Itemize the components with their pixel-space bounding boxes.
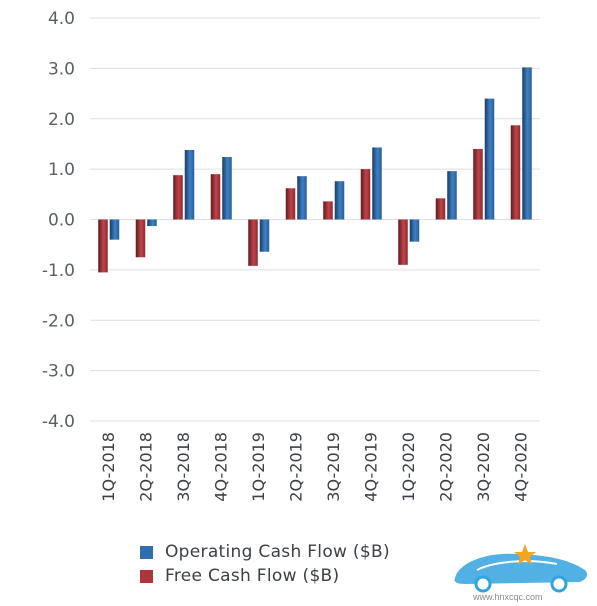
bar-operating-cash-flow-1Q-2018	[109, 219, 120, 240]
bar-free-cash-flow-4Q-2020	[510, 125, 521, 220]
x-tick-label: 4Q-2020	[511, 432, 530, 502]
bar-free-cash-flow-3Q-2020	[473, 148, 483, 220]
bar-free-cash-flow-2Q-2019	[285, 188, 296, 220]
bar-operating-cash-flow-3Q-2020	[484, 98, 495, 220]
bar-operating-cash-flow-2Q-2020	[447, 171, 457, 220]
bar-operating-cash-flow-4Q-2018	[222, 157, 232, 220]
bar-free-cash-flow-1Q-2018	[98, 219, 108, 273]
legend-swatch-free	[140, 569, 153, 583]
x-tick-label: 4Q-2018	[211, 432, 230, 502]
legend-label-operating: Operating Cash Flow ($B)	[165, 542, 390, 562]
bar-operating-cash-flow-4Q-2019	[372, 147, 382, 220]
bars	[98, 67, 532, 273]
y-tick-label: 0.0	[48, 211, 75, 231]
y-axis: 4.0 3.0 2.0 1.0 0.0 -1.0 -2.0 -3.0 -4.0	[42, 9, 75, 432]
x-tick-label: 2Q-2020	[436, 432, 455, 502]
bar-operating-cash-flow-3Q-2018	[184, 149, 195, 220]
bar-free-cash-flow-1Q-2020	[398, 219, 408, 265]
watermark-logo: www.hnxcqc.com	[454, 544, 587, 602]
y-tick-label: -1.0	[42, 261, 75, 281]
cash-flow-bar-chart: 4.0 3.0 2.0 1.0 0.0 -1.0 -2.0 -3.0 -4.0 1Q-2018 2…	[42, 9, 540, 502]
y-tick-label: 3.0	[48, 59, 75, 79]
bar-free-cash-flow-3Q-2019	[323, 201, 333, 220]
car-silhouette-icon	[454, 553, 587, 584]
x-tick-label: 3Q-2019	[324, 432, 343, 502]
bar-free-cash-flow-4Q-2018	[210, 174, 221, 220]
wheel-icon	[474, 575, 492, 593]
y-tick-label: -3.0	[42, 362, 75, 382]
x-tick-label: 1Q-2018	[99, 432, 118, 502]
bar-operating-cash-flow-2Q-2019	[297, 176, 307, 220]
legend-swatch-operating	[140, 545, 153, 559]
bar-operating-cash-flow-1Q-2019	[259, 219, 270, 252]
bar-free-cash-flow-1Q-2019	[248, 219, 258, 266]
bar-operating-cash-flow-4Q-2020	[522, 67, 532, 220]
bar-operating-cash-flow-2Q-2018	[147, 219, 157, 227]
star-icon	[514, 544, 536, 565]
legend-item-free: Free Cash Flow ($B)	[140, 564, 390, 588]
y-tick-label: 4.0	[48, 9, 75, 29]
x-axis: 1Q-2018 2Q-2018 3Q-2018 4Q-2018 1Q-2019 2Q-20…	[99, 432, 531, 502]
legend-item-operating: Operating Cash Flow ($B)	[140, 540, 390, 564]
y-tick-label: 1.0	[48, 160, 75, 180]
bar-free-cash-flow-3Q-2018	[173, 175, 183, 220]
bar-operating-cash-flow-3Q-2019	[334, 181, 345, 220]
bar-free-cash-flow-2Q-2018	[135, 219, 146, 258]
x-tick-label: 3Q-2020	[474, 432, 493, 502]
x-tick-label: 2Q-2018	[136, 432, 155, 502]
x-tick-label: 1Q-2019	[249, 432, 268, 502]
legend: Operating Cash Flow ($B) Free Cash Flow …	[140, 540, 390, 588]
wheel-icon	[550, 575, 568, 593]
watermark-url: www.hnxcqc.com	[472, 592, 543, 602]
x-tick-label: 2Q-2019	[286, 432, 305, 502]
y-tick-label: -4.0	[42, 412, 75, 432]
x-tick-label: 3Q-2018	[174, 432, 193, 502]
y-tick-label: 2.0	[48, 110, 75, 130]
x-tick-label: 4Q-2019	[361, 432, 380, 502]
bar-free-cash-flow-2Q-2020	[435, 198, 446, 220]
legend-label-free: Free Cash Flow ($B)	[165, 566, 340, 586]
y-tick-label: -2.0	[42, 311, 75, 331]
x-tick-label: 1Q-2020	[399, 432, 418, 502]
gridlines	[90, 17, 540, 422]
bar-free-cash-flow-4Q-2019	[360, 169, 371, 220]
bar-operating-cash-flow-1Q-2020	[409, 219, 420, 242]
